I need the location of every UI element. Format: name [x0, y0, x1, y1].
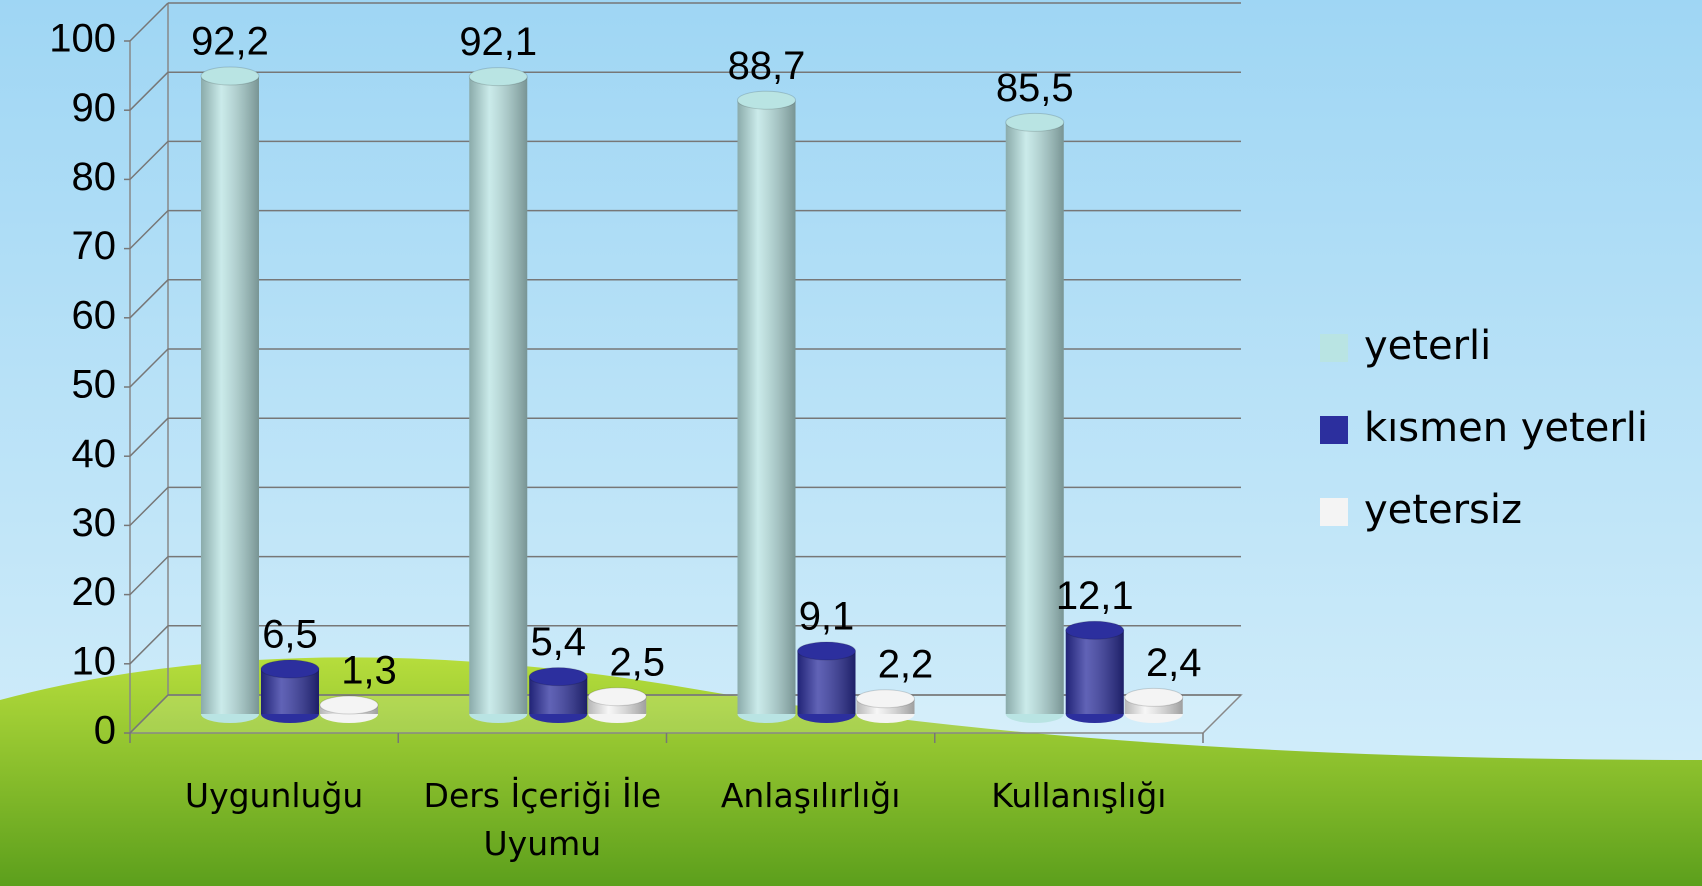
bar-top	[797, 641, 856, 661]
grid-side	[129, 279, 169, 319]
bar-top	[260, 659, 320, 679]
legend-label: kısmen yeterli	[1364, 405, 1648, 451]
hill	[0, 657, 1702, 886]
x-tick-label: Anlaşılırlığı	[720, 776, 901, 815]
value-label: 2,4	[1146, 641, 1202, 685]
bar-top	[737, 90, 796, 110]
grid-side	[129, 2, 169, 42]
x-tick-label: Kullanışlığı	[991, 776, 1167, 815]
bar-shade	[737, 100, 796, 715]
bar-shade	[1065, 630, 1124, 714]
value-label: 2,5	[609, 640, 665, 684]
value-label: 1,3	[341, 649, 397, 693]
bar-shade	[797, 651, 856, 714]
value-label: 85,5	[996, 66, 1074, 110]
grid-side	[129, 348, 169, 388]
y-tick-label: 10	[72, 639, 117, 683]
value-label: 2,2	[878, 642, 934, 686]
y-tick-label: 90	[72, 86, 117, 130]
value-label: 92,1	[459, 20, 537, 64]
bar-shade	[469, 76, 528, 715]
y-tick-label: 80	[72, 155, 117, 199]
bar-top	[1124, 687, 1184, 707]
grid-side	[129, 140, 169, 180]
value-label: 9,1	[799, 595, 855, 639]
value-label: 12,1	[1056, 574, 1134, 618]
bar-top	[1065, 620, 1125, 640]
legend-swatch	[1320, 334, 1348, 362]
bar-top	[587, 687, 647, 707]
legend-swatch	[1320, 416, 1348, 444]
value-label: 5,4	[530, 620, 586, 664]
bar-shade	[1005, 122, 1064, 715]
y-tick-label: 60	[72, 293, 117, 337]
y-tick-label: 70	[72, 224, 117, 268]
y-tick-label: 100	[49, 17, 116, 61]
y-tick-label: 20	[72, 570, 117, 614]
y-tick-label: 50	[72, 363, 117, 407]
value-label: 88,7	[728, 44, 806, 88]
legend-label: yeterli	[1364, 323, 1491, 369]
y-tick-label: 30	[72, 501, 117, 545]
legend-label: yetersiz	[1364, 487, 1522, 533]
x-tick-label: Ders İçeriği İle Uyumu	[423, 776, 662, 863]
grid-side	[129, 71, 169, 111]
bar-top	[1005, 112, 1065, 132]
bar-top	[528, 667, 588, 687]
bar-top	[200, 66, 260, 86]
grid-side	[129, 556, 169, 596]
bar-top	[319, 695, 379, 715]
bar-top	[468, 67, 528, 87]
grid-side	[129, 625, 169, 665]
y-tick-label: 0	[94, 709, 116, 753]
bar-top	[856, 689, 915, 709]
legend-swatch	[1320, 498, 1348, 526]
grid-side	[129, 210, 169, 250]
grid-side	[129, 694, 169, 734]
y-tick-label: 40	[72, 432, 117, 476]
grid-side	[129, 417, 169, 457]
value-label: 6,5	[262, 613, 318, 657]
x-tick-label: Uygunluğu	[184, 776, 364, 815]
value-label: 92,2	[191, 20, 269, 64]
bar-shade	[201, 75, 259, 714]
grid-side	[129, 486, 169, 526]
